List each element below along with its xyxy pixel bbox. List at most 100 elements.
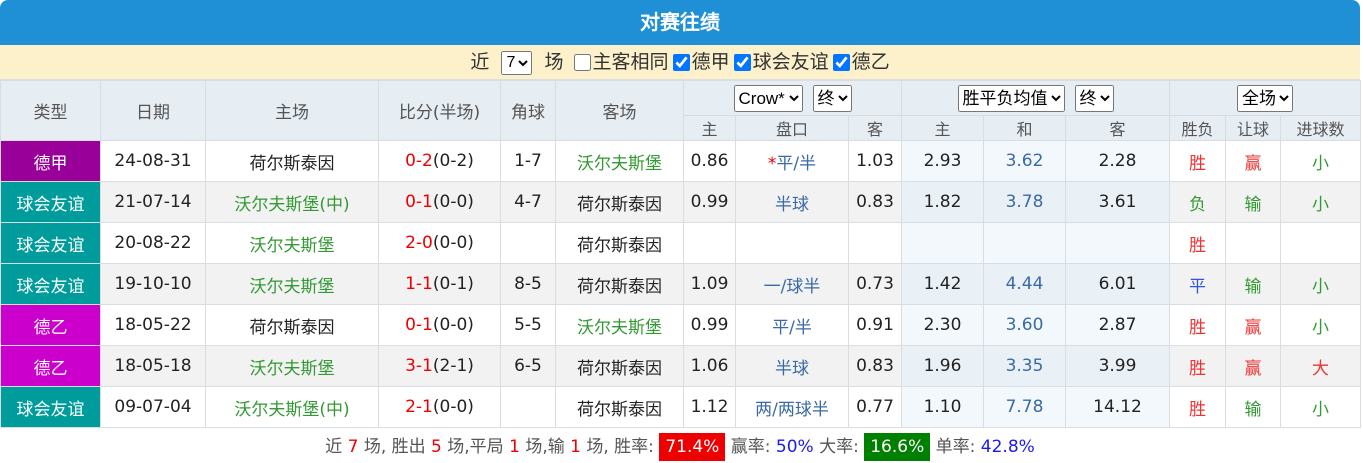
odds-home: 0.86: [683, 140, 736, 182]
odds-away: 0.73: [848, 263, 902, 305]
avg-draw: 3.78: [983, 181, 1066, 223]
table-header: 类型 日期 主场 比分(半场) 角球 客场 Crow* 终胜平负均值终全场主盘口客主和客胜负让…: [0, 80, 1362, 141]
summary-text: 5: [431, 437, 442, 457]
filter-prefix: 近: [470, 51, 490, 73]
odds-away: 0.77: [848, 386, 902, 428]
handicap-result: [1225, 222, 1282, 264]
handicap-line: 半球: [775, 194, 809, 215]
score: 3-1(2-1): [378, 345, 501, 387]
odds-home: 0.99: [683, 181, 736, 223]
match-date: 18-05-22: [100, 304, 206, 346]
match-date: 20-08-22: [100, 222, 206, 264]
result: 平: [1169, 263, 1227, 305]
filter-suffix: 场: [544, 51, 564, 73]
away-team: 荷尔斯泰因: [555, 181, 684, 223]
header-select[interactable]: 终: [1074, 84, 1114, 112]
goals-result: 小: [1280, 263, 1362, 305]
score: 2-1(0-0): [378, 386, 501, 428]
match-type: 德乙: [0, 304, 101, 346]
avg-draw: 3.60: [983, 304, 1066, 346]
records-table: 类型 日期 主场 比分(半场) 角球 客场 Crow* 终胜平负均值终全场主盘口客主和客胜负让…: [0, 80, 1362, 428]
odds-away: 0.91: [848, 304, 902, 346]
avg-loss: [1064, 222, 1171, 264]
odds-away: 0.83: [848, 181, 902, 223]
score: 1-1(0-1): [378, 263, 501, 305]
match-type: 球会友谊: [0, 222, 101, 264]
filter-options: 主客相同 德甲 球会友谊 德乙: [570, 51, 890, 73]
odds-home: 1.12: [683, 386, 736, 428]
handicap-line: 两/两球半: [755, 399, 829, 420]
sub-header: 主: [683, 115, 736, 141]
avg-loss: 6.01: [1064, 263, 1171, 305]
table-body: 德甲 24-08-31 荷尔斯泰因 0-2(0-2) 1-7 沃尔夫斯堡 0.86 *平/半 1…: [0, 140, 1362, 428]
avg-win: 2.30: [901, 304, 984, 346]
avg-loss: 2.87: [1064, 304, 1171, 346]
summary-text: 单率:: [930, 437, 981, 457]
avg-draw: 3.62: [983, 140, 1066, 182]
avg-win: 1.42: [901, 263, 984, 305]
handicap-line: 平/半: [776, 153, 817, 174]
match-row: 德甲 24-08-31 荷尔斯泰因 0-2(0-2) 1-7 沃尔夫斯堡 0.86 *平/半 1…: [0, 140, 1362, 182]
filter-checkbox[interactable]: [672, 54, 690, 71]
filter-checkbox[interactable]: [573, 54, 591, 71]
result: 负: [1169, 181, 1227, 223]
header-select[interactable]: Crow*: [733, 84, 803, 112]
odds-home: [683, 222, 736, 264]
summary-text: 赢率:: [725, 437, 776, 457]
handicap: [735, 222, 849, 264]
handicap: 半球: [735, 181, 849, 223]
column-header: 主场: [205, 80, 379, 141]
avg-loss: 3.99: [1064, 345, 1171, 387]
odds-away: [848, 222, 902, 264]
away-team: 荷尔斯泰因: [555, 222, 684, 264]
match-date: 09-07-04: [100, 386, 206, 428]
match-type: 德乙: [0, 345, 101, 387]
sub-header: 盘口: [735, 115, 849, 141]
summary-text: 1: [509, 437, 520, 457]
half-score: (0-0): [432, 192, 474, 212]
half-score: (2-1): [432, 356, 474, 376]
count-select[interactable]: 7: [501, 50, 533, 75]
column-header: 日期: [100, 80, 206, 141]
match-date: 19-10-10: [100, 263, 206, 305]
avg-win: 2.93: [901, 140, 984, 182]
away-team: 荷尔斯泰因: [555, 263, 684, 305]
filter-checkbox[interactable]: [832, 54, 850, 71]
header-select[interactable]: 全场: [1237, 84, 1294, 112]
filter-checkbox[interactable]: [733, 54, 751, 71]
away-team: 沃尔夫斯堡: [555, 304, 684, 346]
home-team: 沃尔夫斯堡: [205, 263, 379, 305]
goals-result: 小: [1280, 386, 1362, 428]
home-team: 沃尔夫斯堡(中): [205, 386, 379, 428]
filter-label: 球会友谊: [752, 51, 829, 73]
avg-loss: 14.12: [1064, 386, 1171, 428]
match-row: 德乙 18-05-22 荷尔斯泰因 0-1(0-0) 5-5 沃尔夫斯堡 0.99 平/半 0.…: [0, 304, 1362, 346]
odds-away: 0.83: [848, 345, 902, 387]
half-score: (0-1): [432, 274, 474, 294]
filter-label: 德乙: [851, 51, 890, 73]
away-team: 荷尔斯泰因: [555, 345, 684, 387]
match-date: 18-05-18: [100, 345, 206, 387]
corners: 4-7: [500, 181, 556, 223]
match-row: 球会友谊 09-07-04 沃尔夫斯堡(中) 2-1(0-0) 荷尔斯泰因 1.12 两/两…: [0, 386, 1362, 428]
handicap: 半球: [735, 345, 849, 387]
header-select[interactable]: 终: [812, 84, 852, 112]
header-select[interactable]: 胜平负均值: [957, 84, 1065, 112]
avg-win: 1.82: [901, 181, 984, 223]
avg-win: 1.96: [901, 345, 984, 387]
goals-result: [1280, 222, 1362, 264]
odds-home: 1.09: [683, 263, 736, 305]
match-row: 球会友谊 20-08-22 沃尔夫斯堡 2-0(0-0) 荷尔斯泰因胜: [0, 222, 1362, 264]
match-type: 球会友谊: [0, 181, 101, 223]
handicap-mark: *: [767, 153, 777, 174]
sub-header: 让球: [1225, 115, 1282, 141]
match-type: 球会友谊: [0, 386, 101, 428]
avg-draw: 4.44: [983, 263, 1066, 305]
half-score: (0-0): [432, 397, 474, 417]
handicap: 平/半: [735, 304, 849, 346]
column-header: 比分(半场): [378, 80, 501, 141]
select-cell: 胜平负均值终: [900, 80, 1171, 116]
handicap-result: 输: [1225, 263, 1282, 305]
summary-text: 16.6%: [864, 433, 931, 461]
handicap-line: 半球: [775, 358, 809, 379]
